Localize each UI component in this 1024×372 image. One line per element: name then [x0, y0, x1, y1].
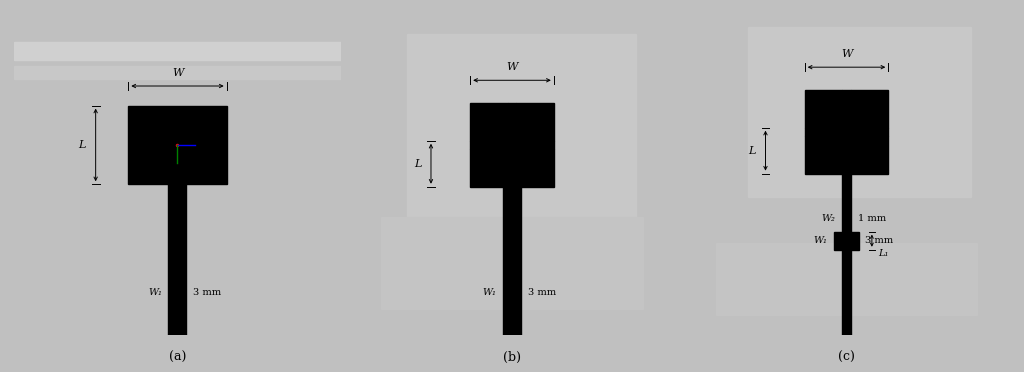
Bar [842, 250, 851, 335]
Bar [13, 66, 341, 80]
Text: (b): (b) [503, 351, 521, 363]
Text: 3 mm: 3 mm [865, 236, 894, 245]
Bar [805, 128, 888, 136]
Bar [169, 184, 186, 335]
Text: W: W [172, 68, 183, 78]
Bar [842, 174, 851, 232]
Text: W₂: W₂ [821, 214, 835, 223]
Text: L: L [79, 140, 86, 150]
Bar [805, 136, 843, 174]
Bar [851, 90, 888, 128]
Bar [716, 243, 978, 315]
Bar [508, 103, 516, 187]
Bar [408, 33, 636, 237]
Text: L: L [414, 159, 421, 169]
Bar [503, 187, 521, 335]
Bar [470, 149, 508, 187]
Text: W₁: W₁ [482, 288, 497, 297]
Text: W₁: W₁ [148, 288, 162, 297]
Text: (a): (a) [169, 351, 186, 363]
Bar [470, 141, 554, 149]
Text: W: W [506, 62, 518, 72]
Bar [516, 149, 554, 187]
Text: 3 mm: 3 mm [194, 288, 221, 297]
Text: W: W [841, 49, 852, 59]
Bar [13, 42, 341, 60]
Text: L: L [749, 146, 756, 155]
Text: (c): (c) [838, 351, 855, 363]
Bar [516, 103, 554, 141]
Bar [470, 103, 508, 141]
Bar [381, 217, 643, 309]
Text: W₁: W₁ [814, 236, 827, 245]
Text: 3 mm: 3 mm [527, 288, 556, 297]
Bar [749, 27, 971, 197]
Bar [843, 90, 851, 174]
Bar [835, 232, 859, 250]
Bar [805, 90, 843, 128]
Bar [851, 136, 888, 174]
Bar [128, 106, 226, 184]
Text: L₁: L₁ [879, 249, 889, 258]
Text: 1 mm: 1 mm [858, 214, 886, 223]
